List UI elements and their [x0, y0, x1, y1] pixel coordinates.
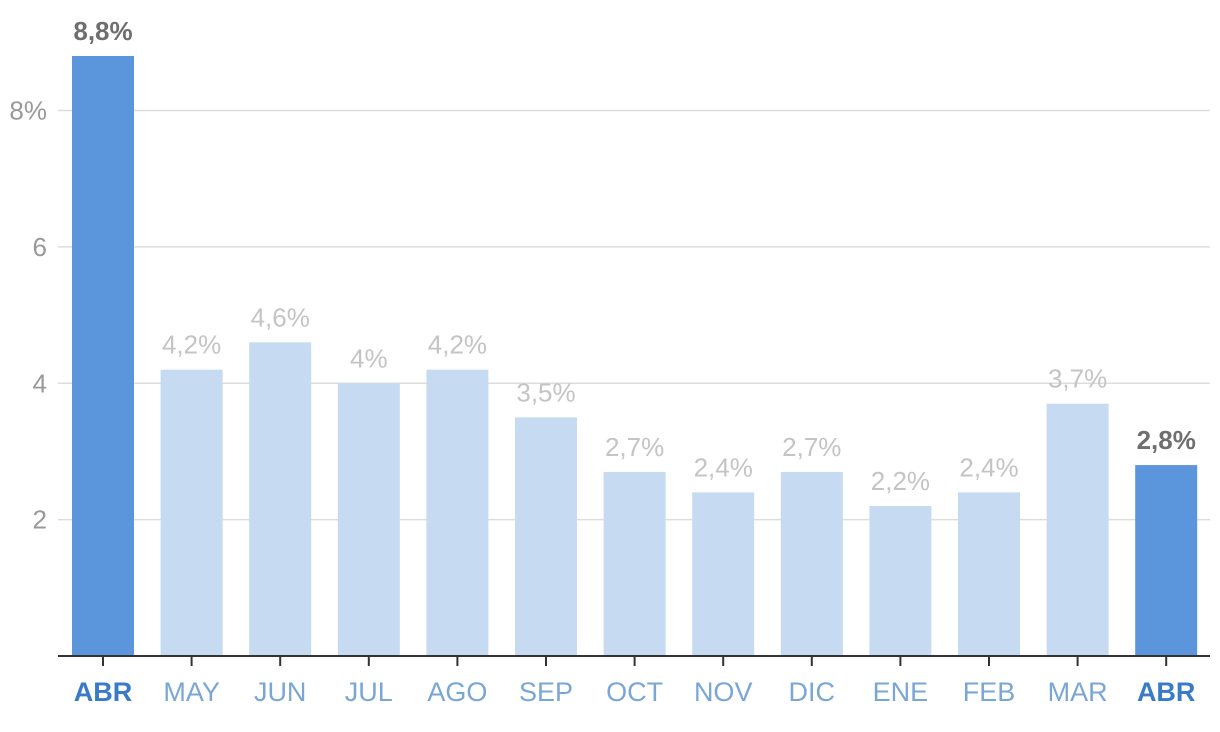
x-tick-label: AGO	[427, 677, 487, 707]
x-tick-label: ABR	[74, 677, 133, 707]
bar	[337, 383, 400, 656]
data-label: 3,5%	[516, 377, 575, 407]
x-tick-label: FEB	[963, 677, 1016, 707]
x-tick-label: JUL	[345, 677, 393, 707]
bar	[780, 471, 843, 656]
bar	[72, 56, 134, 656]
data-label: 2,7%	[782, 432, 841, 462]
y-tick-label: 8%	[9, 96, 47, 126]
y-tick-label: 2	[33, 505, 47, 535]
bar	[1135, 465, 1198, 656]
y-axis-tick-labels: 2 4 6 8%	[9, 96, 47, 535]
data-label: 2,4%	[694, 452, 753, 482]
bar	[958, 492, 1020, 656]
data-label: 4,2%	[428, 330, 487, 360]
data-label: 2,7%	[605, 432, 664, 462]
bar	[1046, 403, 1109, 656]
y-tick-label: 4	[33, 368, 47, 398]
data-label: 8,8%	[73, 16, 132, 46]
bar	[160, 369, 223, 656]
x-axis-ticks: ABR MAY JUN JUL AGO SEP OCT NOV DIC ENE FEB MAR ABR	[74, 656, 1196, 707]
x-tick-label: OCT	[606, 677, 663, 707]
bar	[692, 492, 755, 656]
x-tick-label: SEP	[519, 677, 573, 707]
x-tick-label: MAR	[1048, 677, 1108, 707]
data-labels: 8,8% 4,2% 4,6% 4% 4,2% 3,5% 2,7% 2,4% 2,7% 2,2% 2,…	[73, 16, 1195, 496]
data-label: 2,4%	[959, 452, 1018, 482]
x-tick-label: DIC	[789, 677, 836, 707]
bar	[869, 506, 932, 656]
x-tick-label: NOV	[694, 677, 753, 707]
x-tick-label: ENE	[873, 677, 929, 707]
x-tick-label: MAY	[163, 677, 220, 707]
data-label: 4,2%	[162, 330, 221, 360]
x-tick-label: ABR	[1137, 677, 1196, 707]
bars	[72, 56, 1198, 656]
data-label: 2,8%	[1137, 425, 1196, 455]
data-label: 3,7%	[1048, 364, 1107, 394]
data-label: 4,6%	[251, 302, 310, 332]
y-tick-label: 6	[33, 232, 47, 262]
bar	[603, 471, 666, 656]
bar	[249, 342, 312, 656]
bar	[515, 417, 577, 656]
data-label: 2,2%	[871, 466, 930, 496]
x-tick-label: JUN	[254, 677, 307, 707]
bar	[426, 369, 489, 656]
data-label: 4%	[350, 343, 388, 373]
